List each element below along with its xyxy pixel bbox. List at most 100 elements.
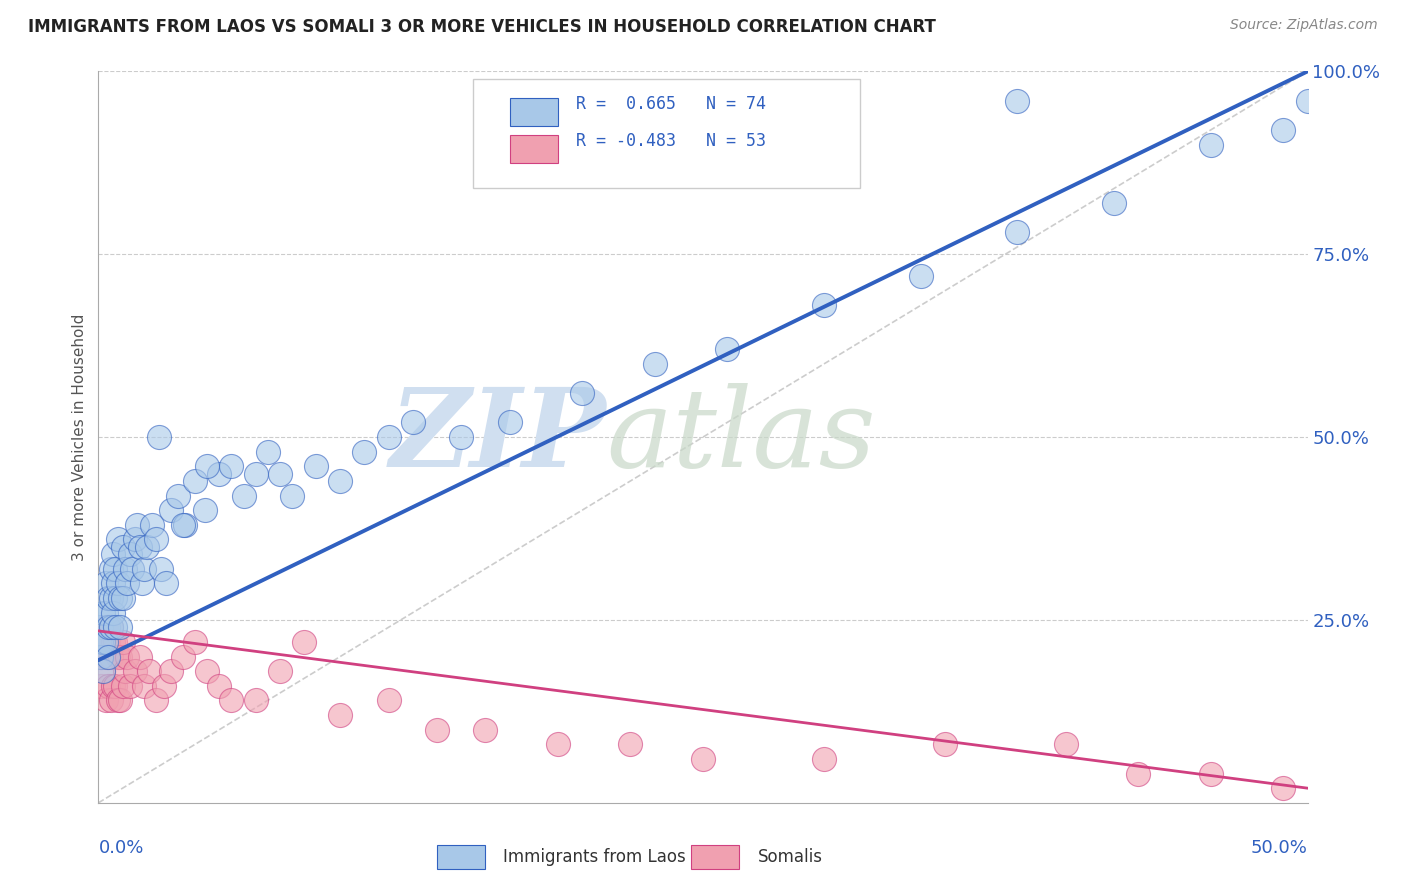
Point xyxy=(160,503,183,517)
Point xyxy=(90,649,112,664)
Point xyxy=(100,620,122,634)
Point xyxy=(1102,196,1125,211)
Point xyxy=(135,540,157,554)
Point xyxy=(138,664,160,678)
Point xyxy=(910,269,932,284)
Point xyxy=(111,635,134,649)
Point xyxy=(97,649,120,664)
Point xyxy=(97,679,120,693)
Point xyxy=(107,649,129,664)
Point xyxy=(644,357,666,371)
Point xyxy=(1199,137,1222,152)
Point xyxy=(1199,766,1222,780)
Point xyxy=(172,517,194,532)
Point xyxy=(100,562,122,576)
Point xyxy=(329,474,352,488)
Point xyxy=(134,562,156,576)
Point xyxy=(91,606,114,620)
Bar xyxy=(690,846,740,869)
Point xyxy=(1128,766,1150,780)
Point xyxy=(114,664,136,678)
Bar xyxy=(437,846,485,869)
Point xyxy=(94,576,117,591)
Point xyxy=(111,540,134,554)
Point xyxy=(108,620,131,634)
Point xyxy=(184,635,207,649)
Point xyxy=(94,620,117,634)
Point xyxy=(934,737,956,751)
Point xyxy=(104,679,127,693)
Point xyxy=(117,649,139,664)
Point xyxy=(1272,123,1295,137)
FancyBboxPatch shape xyxy=(474,78,860,188)
Point xyxy=(232,489,254,503)
Point xyxy=(117,576,139,591)
Point xyxy=(141,517,163,532)
Point xyxy=(152,679,174,693)
Point xyxy=(90,635,112,649)
Point xyxy=(101,606,124,620)
Point xyxy=(108,649,131,664)
Point xyxy=(94,606,117,620)
Point xyxy=(107,576,129,591)
Point xyxy=(195,664,218,678)
Point xyxy=(94,693,117,707)
Point xyxy=(1007,225,1029,239)
Text: ZIP: ZIP xyxy=(389,384,606,491)
Point xyxy=(474,723,496,737)
Text: IMMIGRANTS FROM LAOS VS SOMALI 3 OR MORE VEHICLES IN HOUSEHOLD CORRELATION CHART: IMMIGRANTS FROM LAOS VS SOMALI 3 OR MORE… xyxy=(28,18,936,36)
Point xyxy=(111,591,134,605)
Point xyxy=(184,474,207,488)
Point xyxy=(329,708,352,723)
Point xyxy=(221,459,243,474)
Point xyxy=(377,430,399,444)
Text: atlas: atlas xyxy=(606,384,876,491)
Point xyxy=(107,533,129,547)
Point xyxy=(100,649,122,664)
Point xyxy=(160,664,183,678)
Bar xyxy=(509,135,558,163)
Point xyxy=(377,693,399,707)
Point xyxy=(100,620,122,634)
Text: Immigrants from Laos: Immigrants from Laos xyxy=(503,848,686,866)
Point xyxy=(128,540,150,554)
Point xyxy=(104,620,127,634)
Point xyxy=(256,444,278,458)
Point xyxy=(692,752,714,766)
Text: 50.0%: 50.0% xyxy=(1251,839,1308,857)
Point xyxy=(194,503,217,517)
Point xyxy=(172,649,194,664)
Point xyxy=(208,679,231,693)
Point xyxy=(90,620,112,634)
Point xyxy=(91,635,114,649)
Point xyxy=(131,576,153,591)
Point xyxy=(107,693,129,707)
Point xyxy=(208,467,231,481)
Point xyxy=(145,533,167,547)
Point xyxy=(104,635,127,649)
Point xyxy=(547,737,569,751)
Text: R =  0.665   N = 74: R = 0.665 N = 74 xyxy=(576,95,766,113)
Point xyxy=(91,635,114,649)
Point xyxy=(101,547,124,561)
Point xyxy=(195,459,218,474)
Point xyxy=(90,649,112,664)
Point xyxy=(101,635,124,649)
Point xyxy=(90,679,112,693)
Point xyxy=(281,489,304,503)
Point xyxy=(91,664,114,678)
Point xyxy=(245,693,267,707)
Point xyxy=(1296,94,1319,108)
Point xyxy=(97,620,120,634)
Point xyxy=(148,430,170,444)
Point xyxy=(145,693,167,707)
Point xyxy=(94,649,117,664)
Point xyxy=(619,737,641,751)
Point xyxy=(571,386,593,401)
Point xyxy=(121,562,143,576)
Point xyxy=(155,576,177,591)
Point xyxy=(450,430,472,444)
Point xyxy=(402,416,425,430)
Point xyxy=(1007,94,1029,108)
Point xyxy=(1272,781,1295,796)
